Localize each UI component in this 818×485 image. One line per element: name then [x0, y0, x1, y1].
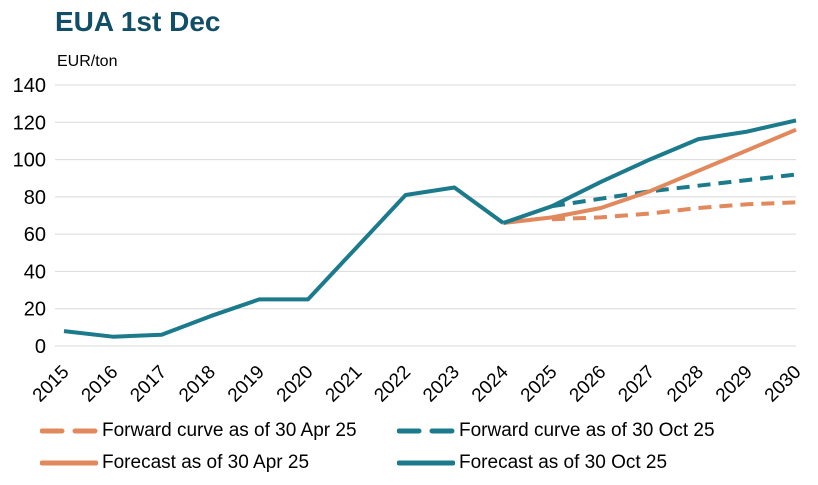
gridlines — [55, 84, 796, 347]
x-tick-label: 2022 — [370, 362, 415, 407]
legend-item-forward-curve-apr: Forward curve as of 30 Apr 25 — [40, 420, 357, 442]
legend-swatch-dashed-orange — [40, 428, 98, 434]
x-tick-label: 2017 — [126, 362, 171, 407]
y-axis-labels: 0 20 40 60 80 100 120 140 — [13, 75, 46, 358]
y-tick-label: 80 — [24, 187, 46, 209]
x-axis-labels: 2015 2016 2017 2018 2019 2020 2021 2022 2023 2024… — [29, 361, 806, 406]
y-tick-label: 100 — [13, 150, 46, 172]
legend-item-forward-curve-oct: Forward curve as of 30 Oct 25 — [397, 420, 715, 442]
legend-label: Forecast as of 30 Oct 25 — [459, 452, 668, 473]
x-tick-label: 2024 — [468, 361, 513, 406]
x-tick-label: 2029 — [712, 362, 757, 407]
legend-label: Forward curve as of 30 Apr 25 — [102, 420, 357, 441]
x-tick-label: 2026 — [566, 362, 611, 407]
series-forecast-as-of-30-apr-25 — [502, 127, 797, 225]
x-tick-label: 2030 — [761, 362, 806, 407]
x-tick-label: 2021 — [322, 362, 367, 407]
x-tick-label: 2018 — [175, 362, 220, 407]
legend-item-forecast-oct: Forecast as of 30 Oct 25 — [397, 452, 667, 474]
legend-swatch-solid-orange — [40, 460, 98, 466]
x-tick-label: 2016 — [78, 362, 123, 407]
y-tick-label: 60 — [24, 224, 46, 246]
x-tick-label: 2027 — [614, 362, 659, 407]
y-tick-label: 20 — [24, 299, 46, 321]
legend-item-forecast-apr: Forecast as of 30 Apr 25 — [40, 452, 309, 474]
y-tick-label: 120 — [13, 112, 46, 134]
x-tick-label: 2023 — [419, 362, 464, 407]
y-tick-label: 40 — [24, 261, 46, 283]
x-tick-label: 2015 — [29, 362, 74, 407]
series-historical-price — [63, 185, 505, 339]
y-tick-label: 140 — [13, 75, 46, 97]
y-tick-label: 0 — [35, 336, 46, 358]
x-tick-label: 2020 — [273, 362, 318, 407]
legend-label: Forward curve as of 30 Oct 25 — [459, 420, 715, 441]
legend-label: Forecast as of 30 Apr 25 — [102, 452, 310, 473]
x-tick-label: 2019 — [224, 362, 269, 407]
legend-swatch-dashed-teal — [397, 428, 455, 434]
series-forecast-as-of-30-oct-25 — [502, 118, 797, 225]
legend-swatch-solid-teal — [397, 460, 455, 466]
y-axis-unit-label: EUR/ton — [57, 53, 118, 70]
chart-title: EUA 1st Dec — [55, 6, 221, 37]
x-tick-label: 2028 — [663, 362, 708, 407]
x-tick-label: 2025 — [517, 362, 562, 407]
